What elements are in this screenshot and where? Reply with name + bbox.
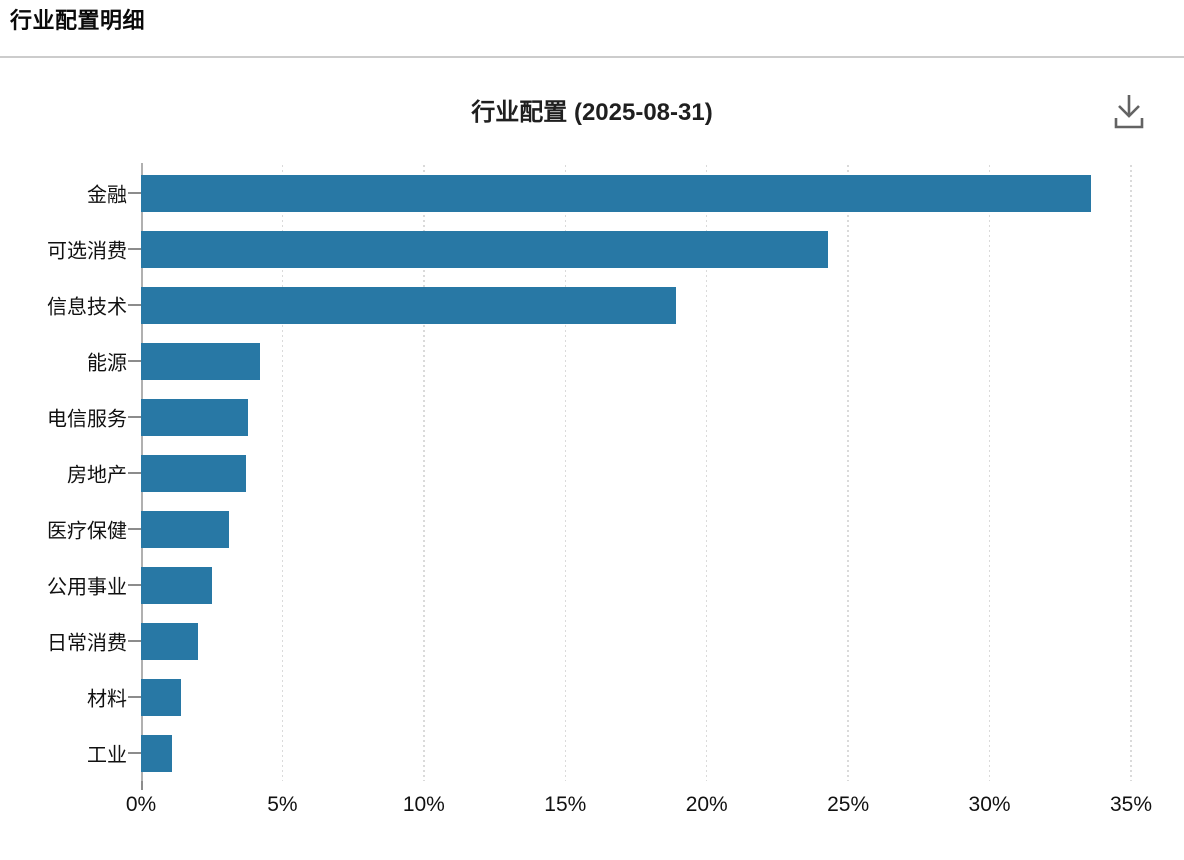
bar-金融 [141,174,1092,212]
gridline-25 [847,165,849,781]
y-label-可选消费: 可选消费 [47,240,127,263]
header-divider [0,56,1184,58]
y-tick-信息技术 [128,304,141,306]
y-label-电信服务: 电信服务 [47,408,127,431]
bar-材料 [141,678,181,716]
y-label-日常消费: 日常消费 [47,632,127,655]
gridline-20 [705,165,708,781]
y-tick-医疗保健 [128,528,141,530]
bar-可选消费 [141,230,829,268]
x-label-0%: 0% [125,793,157,816]
bar-能源 [141,342,260,380]
y-label-金融: 金融 [87,184,127,207]
x-label-25%: 25% [827,793,870,816]
y-tick-日常消费 [128,640,141,642]
x-axis-zero-tick [141,781,143,790]
x-label-15%: 15% [544,793,587,816]
y-tick-能源 [128,360,141,362]
bar-电信服务 [141,398,249,436]
bar-公用事业 [141,566,212,604]
industry-allocation-chart: 行业配置 (2025-08-31) 金融可选消费信息技术能源电信服务房地产医疗保… [0,58,1184,860]
x-label-30%: 30% [968,793,1011,816]
y-tick-金融 [128,192,141,194]
y-label-房地产: 房地产 [67,464,127,487]
plot-area [128,163,1151,790]
x-label-35%: 35% [1109,793,1153,816]
gridline-15 [564,165,567,781]
bar-医疗保健 [141,510,229,548]
y-label-医疗保健: 医疗保健 [47,520,127,543]
y-tick-材料 [128,696,141,698]
y-tick-工业 [128,752,141,754]
y-label-能源: 能源 [87,352,127,375]
gridline-5 [281,165,284,781]
y-tick-公用事业 [128,584,141,586]
x-label-10%: 10% [402,793,445,816]
y-tick-电信服务 [128,416,141,418]
bar-房地产 [141,454,246,492]
download-button[interactable] [1112,91,1146,133]
bar-工业 [141,734,173,772]
bar-日常消费 [141,622,198,660]
bar-信息技术 [141,286,676,324]
y-tick-可选消费 [128,248,141,250]
y-tick-房地产 [128,472,141,474]
x-label-20%: 20% [685,793,728,816]
download-icon [1114,95,1144,129]
y-label-公用事业: 公用事业 [47,576,127,599]
gridline-35 [1130,165,1132,781]
y-label-材料: 材料 [87,688,127,711]
gridline-30 [988,165,991,781]
gridline-10 [423,165,425,781]
x-label-5%: 5% [267,793,298,816]
chart-title: 行业配置 (2025-08-31) [471,99,713,126]
page-title: 行业配置明细 [10,8,146,33]
y-label-信息技术: 信息技术 [47,296,127,319]
y-label-工业: 工业 [87,744,127,767]
